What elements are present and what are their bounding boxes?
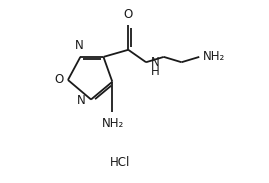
Text: N: N xyxy=(77,94,86,107)
Text: HCl: HCl xyxy=(110,156,130,169)
Text: O: O xyxy=(124,8,133,20)
Text: O: O xyxy=(54,73,63,86)
Text: NH₂: NH₂ xyxy=(102,117,124,130)
Text: H: H xyxy=(150,65,159,78)
Text: NH₂: NH₂ xyxy=(203,50,225,63)
Text: N: N xyxy=(75,39,84,52)
Text: N: N xyxy=(150,56,159,69)
